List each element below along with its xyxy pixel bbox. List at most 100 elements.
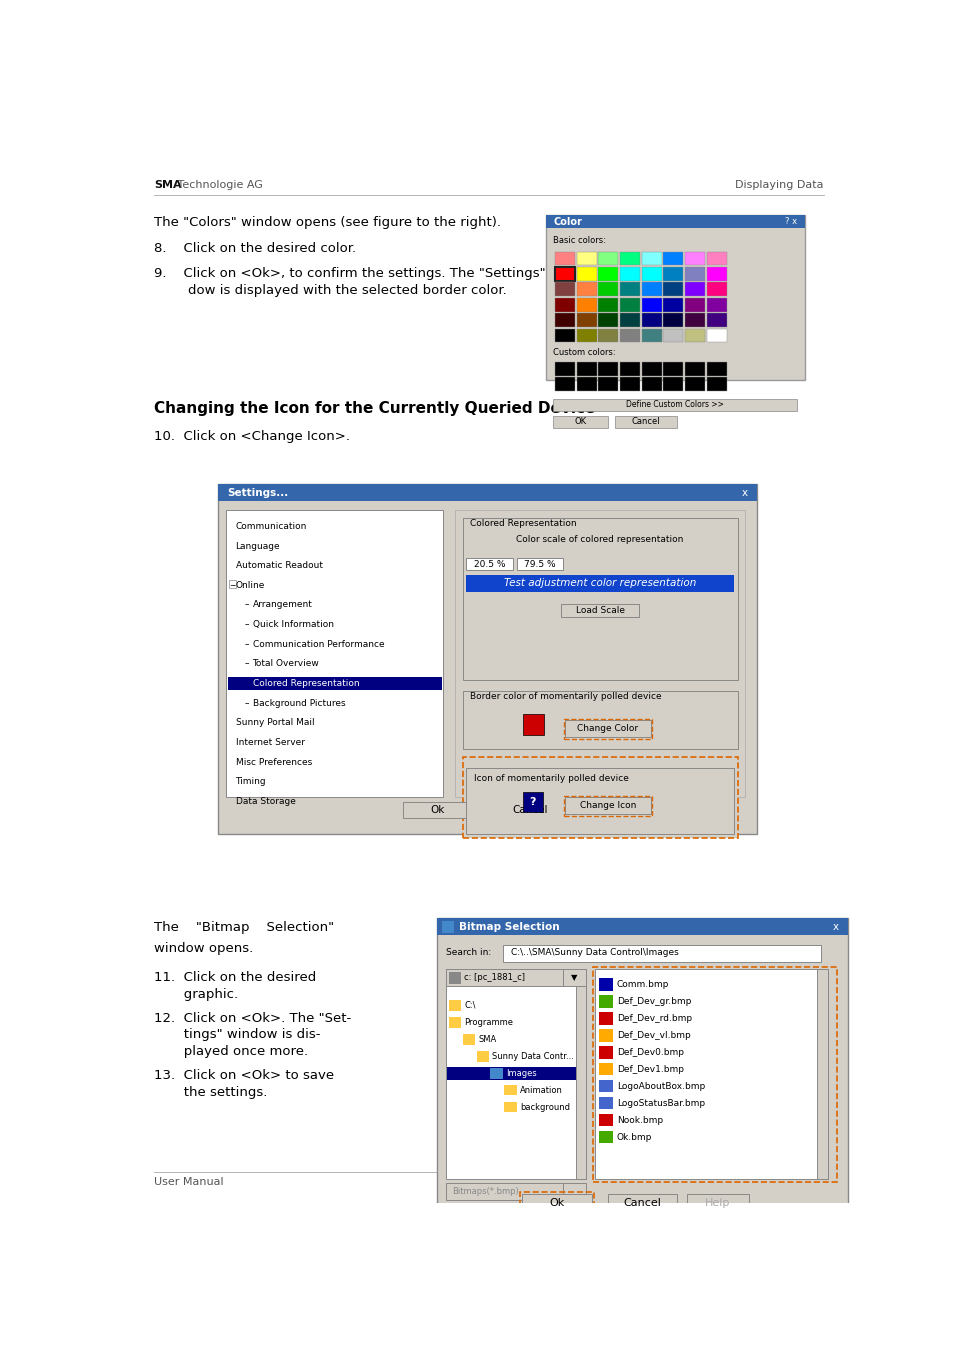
Bar: [576, 362, 596, 376]
Bar: [218, 484, 757, 502]
Text: dow is displayed with the selected border color.: dow is displayed with the selected borde…: [154, 284, 506, 297]
Text: Icon of momentarily polled device: Icon of momentarily polled device: [474, 773, 628, 783]
Bar: [555, 297, 575, 311]
Bar: [495, 802, 565, 818]
Bar: [446, 1183, 562, 1201]
Text: Change Icon: Change Icon: [579, 802, 636, 810]
Bar: [436, 918, 847, 936]
Text: C:\..\SMA\Sunny Data Control\Images: C:\..\SMA\Sunny Data Control\Images: [510, 948, 678, 957]
Text: 12.  Click on <Ok>. The "Set-: 12. Click on <Ok>. The "Set-: [154, 1011, 351, 1025]
Bar: [490, 1068, 502, 1079]
Bar: [598, 1046, 612, 1059]
Bar: [446, 969, 585, 1179]
Bar: [619, 314, 639, 327]
Bar: [598, 1080, 612, 1092]
Text: Color: Color: [553, 216, 581, 227]
Bar: [502, 945, 820, 961]
Text: The    "Bitmap    Selection": The "Bitmap Selection": [154, 921, 334, 934]
Text: Technologie AG: Technologie AG: [174, 180, 263, 191]
Text: graphic.: graphic.: [154, 988, 238, 1000]
Text: Def_Dev_vl.bmp: Def_Dev_vl.bmp: [617, 1032, 690, 1040]
Text: Color scale of colored representation: Color scale of colored representation: [516, 535, 683, 544]
Bar: [662, 314, 682, 327]
Bar: [521, 1194, 592, 1211]
Bar: [619, 377, 639, 391]
Text: SMA: SMA: [477, 1034, 496, 1044]
Bar: [441, 921, 454, 933]
Bar: [684, 283, 704, 296]
Bar: [565, 798, 650, 814]
Bar: [641, 251, 661, 265]
Text: Programme: Programme: [464, 1018, 513, 1026]
Bar: [641, 283, 661, 296]
Bar: [455, 510, 744, 798]
Text: 20.5 %: 20.5 %: [474, 560, 505, 569]
Text: Def_Dev_rd.bmp: Def_Dev_rd.bmp: [617, 1014, 691, 1023]
Bar: [684, 266, 704, 281]
Text: Define Custom Colors >>: Define Custom Colors >>: [626, 400, 723, 410]
Bar: [576, 251, 596, 265]
Text: Bitmap Selection: Bitmap Selection: [458, 922, 558, 932]
Text: Timing: Timing: [235, 777, 266, 787]
Text: Ok.bmp: Ok.bmp: [617, 1133, 652, 1141]
Bar: [641, 266, 661, 281]
Bar: [684, 329, 704, 342]
Text: x: x: [740, 488, 747, 498]
Text: 8.    Click on the desired color.: 8. Click on the desired color.: [154, 242, 355, 254]
Text: Cancel: Cancel: [512, 804, 548, 815]
Bar: [228, 677, 441, 691]
Text: played once more.: played once more.: [154, 1045, 308, 1059]
Bar: [598, 1013, 612, 1025]
Bar: [619, 297, 639, 311]
Text: Background Pictures: Background Pictures: [253, 699, 345, 707]
Bar: [555, 251, 575, 265]
Text: LogoStatusBar.bmp: LogoStatusBar.bmp: [617, 1099, 704, 1107]
Text: OK: OK: [574, 418, 586, 426]
Bar: [706, 283, 726, 296]
Bar: [619, 251, 639, 265]
Bar: [598, 1063, 612, 1075]
Text: Arrangement: Arrangement: [253, 600, 312, 610]
Bar: [522, 714, 544, 735]
Bar: [562, 969, 585, 986]
Bar: [706, 266, 726, 281]
Bar: [706, 314, 726, 327]
Text: Images: Images: [505, 1068, 537, 1078]
Bar: [641, 329, 661, 342]
Text: User Manual: User Manual: [154, 1178, 224, 1187]
Text: Def_Dev1.bmp: Def_Dev1.bmp: [617, 1065, 683, 1073]
Bar: [555, 314, 575, 327]
Bar: [576, 329, 596, 342]
Bar: [576, 377, 596, 391]
Bar: [598, 995, 612, 1007]
Bar: [662, 251, 682, 265]
Text: Changing the Icon for the Currently Queried Device: Changing the Icon for the Currently Quer…: [154, 402, 595, 416]
Bar: [462, 757, 737, 837]
Bar: [598, 1096, 612, 1110]
Text: –: –: [245, 621, 249, 629]
Bar: [619, 362, 639, 376]
Text: Load Scale: Load Scale: [575, 606, 624, 615]
Bar: [598, 283, 618, 296]
Bar: [226, 510, 443, 798]
Bar: [560, 604, 639, 618]
Text: Animation: Animation: [519, 1086, 562, 1095]
Text: Custom colors:: Custom colors:: [553, 347, 616, 357]
Text: Settings...: Settings...: [228, 488, 289, 498]
Text: SMA: SMA: [154, 180, 182, 191]
Text: 9.    Click on <Ok>, to confirm the settings. The "Settings" win-: 9. Click on <Ok>, to confirm the setting…: [154, 266, 578, 280]
Text: Online: Online: [235, 581, 265, 589]
Bar: [706, 362, 726, 376]
Bar: [662, 266, 682, 281]
Bar: [555, 329, 575, 342]
Bar: [598, 297, 618, 311]
Bar: [595, 969, 827, 1179]
Bar: [598, 1130, 612, 1144]
Bar: [706, 297, 726, 311]
Bar: [553, 415, 607, 427]
Bar: [619, 283, 639, 296]
Text: C:\: C:\: [464, 1000, 476, 1010]
Bar: [555, 266, 575, 281]
Bar: [598, 979, 612, 991]
Text: Border color of momentarily polled device: Border color of momentarily polled devic…: [470, 692, 661, 700]
